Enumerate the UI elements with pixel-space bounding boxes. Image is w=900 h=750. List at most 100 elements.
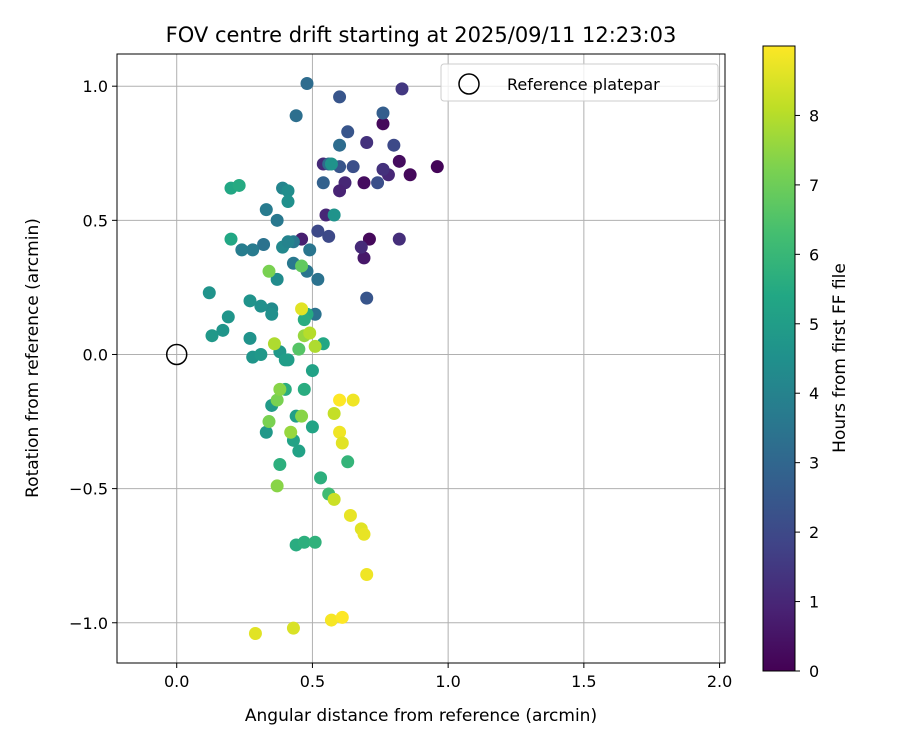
colorbar-tick-label: 1 (809, 593, 819, 612)
data-point (284, 425, 298, 439)
legend-box (440, 63, 719, 102)
data-point (311, 272, 325, 286)
data-point (267, 337, 281, 351)
data-point (387, 138, 401, 152)
colorbar-tick-label: 5 (809, 315, 819, 334)
colorbar-tick-label: 6 (809, 245, 819, 264)
data-point (327, 208, 341, 222)
legend-marker-icon (458, 73, 480, 95)
data-point (360, 136, 374, 150)
data-point (333, 425, 347, 439)
data-point (333, 138, 347, 152)
data-point (357, 527, 371, 541)
data-point (281, 184, 295, 198)
colorbar-frame (762, 45, 796, 672)
x-tick-label: 1.5 (571, 672, 596, 691)
data-point (333, 184, 347, 198)
data-point (305, 364, 319, 378)
data-point (392, 232, 406, 246)
data-point (273, 382, 287, 396)
colorbar: 0 1 2 3 4 5 6 7 8 Hours from first FF file (762, 45, 850, 681)
data-point (341, 125, 355, 139)
x-tick-label: 1.0 (435, 672, 460, 691)
data-point (360, 567, 374, 581)
data-point (395, 82, 409, 96)
colorbar-gradient (763, 46, 795, 671)
chart-title: FOV centre drift starting at 2025/09/11 … (166, 23, 677, 47)
data-point (335, 610, 349, 624)
data-point (297, 313, 311, 327)
colorbar-tick-label: 3 (809, 454, 819, 473)
data-point (289, 109, 303, 123)
gridlines (117, 54, 725, 663)
data-point (270, 272, 284, 286)
data-point (357, 176, 371, 190)
y-tick-label: 1.0 (83, 77, 108, 96)
y-axis-label: Rotation from reference (arcmin) (23, 218, 43, 498)
plot-area: 0.0 0.5 1.0 1.5 2.0 −1.0 −0.5 0.0 0.5 1.0 Refere… (69, 53, 732, 691)
colorbar-tick-label: 2 (809, 523, 819, 542)
data-point (259, 203, 273, 217)
data-point (316, 176, 330, 190)
data-point (246, 243, 260, 257)
data-point (270, 393, 284, 407)
data-point (292, 444, 306, 458)
data-point (322, 229, 336, 243)
data-point (357, 251, 371, 265)
data-point (295, 259, 309, 273)
data-point (303, 243, 317, 257)
data-point (333, 393, 347, 407)
data-point (254, 347, 268, 361)
colorbar-tick-label: 0 (809, 662, 819, 681)
data-point (243, 331, 257, 345)
legend: Reference platepar (440, 63, 719, 102)
data-point (295, 409, 309, 423)
data-point (273, 457, 287, 471)
data-point (254, 299, 268, 313)
colorbar-tick-label: 4 (809, 384, 819, 403)
data-point (205, 329, 219, 343)
data-point (362, 232, 376, 246)
data-point (333, 90, 347, 104)
x-tick-label: 2.0 (707, 672, 732, 691)
data-point (292, 342, 306, 356)
data-point (257, 237, 271, 251)
y-axis-ticks: −1.0 −0.5 0.0 0.5 1.0 (69, 77, 117, 633)
reference-marker (165, 343, 188, 366)
data-point (314, 471, 328, 485)
data-point (300, 77, 314, 91)
data-point (232, 178, 246, 192)
data-point (295, 302, 309, 316)
x-axis-ticks: 0.0 0.5 1.0 1.5 2.0 (164, 663, 732, 691)
y-tick-label: −1.0 (69, 614, 108, 633)
data-point (376, 106, 390, 120)
data-point (341, 455, 355, 469)
x-tick-label: 0.5 (300, 672, 325, 691)
plot-frame (116, 53, 726, 664)
data-point (324, 613, 338, 627)
x-axis-label: Angular distance from reference (arcmin) (245, 706, 597, 726)
data-point (202, 286, 216, 300)
data-point (376, 117, 390, 131)
data-point (297, 535, 311, 549)
data-point (281, 353, 295, 367)
data-point (327, 492, 341, 506)
data-point (303, 326, 317, 340)
y-tick-label: 0.5 (83, 211, 108, 230)
data-point (376, 162, 390, 176)
data-point (324, 157, 338, 171)
data-point (281, 235, 295, 249)
data-point (392, 154, 406, 168)
data-point (354, 240, 368, 254)
colorbar-ticks: 0 1 2 3 4 5 6 7 8 (795, 106, 819, 681)
data-point (311, 224, 325, 238)
data-point (327, 406, 341, 420)
y-tick-label: −0.5 (69, 480, 108, 499)
data-point (270, 213, 284, 227)
data-point (235, 243, 249, 257)
data-point (360, 291, 374, 305)
data-point (403, 168, 417, 182)
data-point (286, 621, 300, 635)
colorbar-tick-label: 8 (809, 106, 819, 125)
